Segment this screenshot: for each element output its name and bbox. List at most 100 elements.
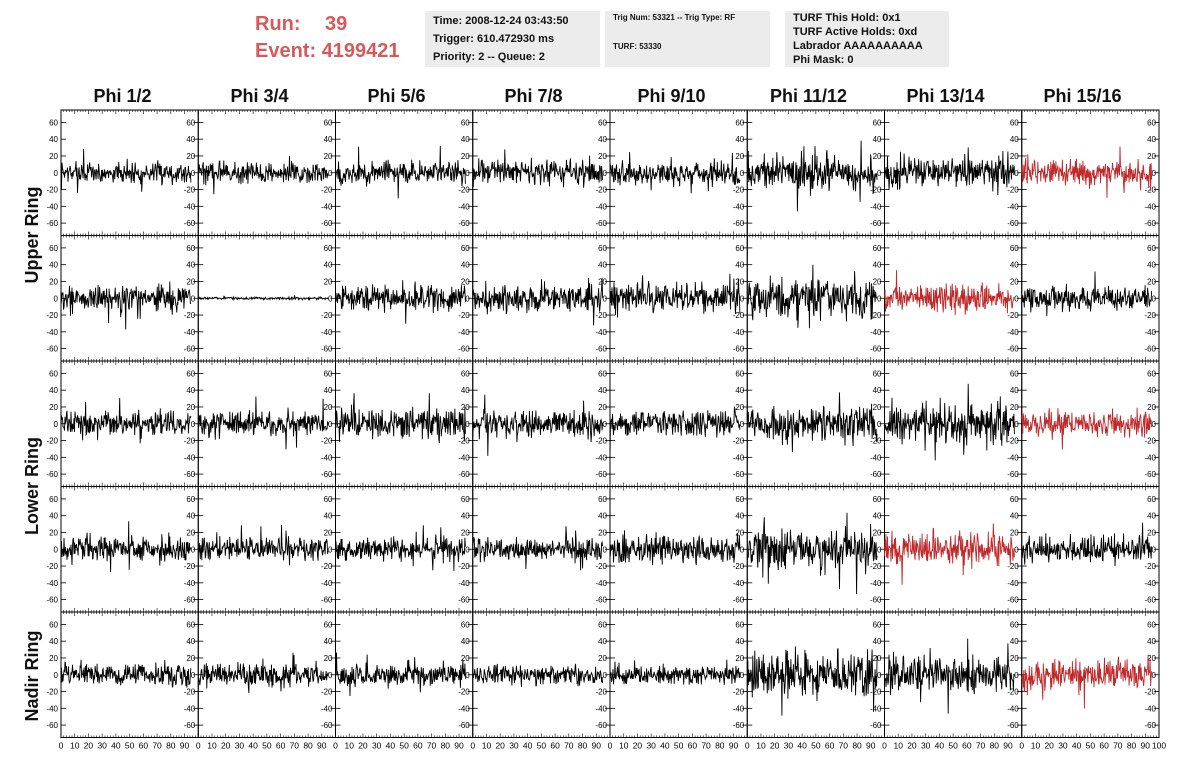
y-tick-label: 60 (461, 369, 470, 378)
y-tick-label: 0 (465, 420, 470, 429)
y-tick-label: 60 (186, 369, 195, 378)
y-tick-label: 60 (735, 118, 744, 127)
y-tick-label: -60 (1144, 219, 1156, 228)
waveform-trace (473, 278, 603, 326)
y-tick-label: -20 (458, 688, 470, 697)
y-tick-label: -20 (595, 562, 607, 571)
y-tick-label: -20 (458, 186, 470, 195)
y-tick-label: 40 (735, 637, 744, 646)
y-tick-label: -40 (733, 453, 745, 462)
y-tick-label: -40 (1007, 704, 1019, 713)
y-tick-label: 40 (598, 386, 607, 395)
y-tick-label: -40 (870, 704, 882, 713)
y-tick-label: -40 (733, 579, 745, 588)
y-tick-label: -60 (595, 345, 607, 354)
y-tick-label: 0 (1014, 671, 1019, 680)
y-tick-label: 0 (877, 671, 882, 680)
y-tick-label: -40 (733, 704, 745, 713)
waveform-trace (198, 295, 328, 300)
y-tick-label: -60 (1007, 596, 1019, 605)
y-tick-label: -20 (458, 311, 470, 320)
y-tick-label: 20 (324, 277, 333, 286)
y-tick-label: -40 (870, 579, 882, 588)
y-tick-label: -60 (1007, 345, 1019, 354)
y-tick-label: 0 (328, 545, 333, 554)
y-tick-label: -40 (321, 202, 333, 211)
y-tick-label: 40 (324, 261, 333, 270)
waveform-trace (473, 149, 603, 187)
y-tick-label: -60 (184, 721, 196, 730)
y-tick-label: 40 (324, 637, 333, 646)
y-tick-label: 60 (1147, 118, 1156, 127)
y-tick-label: -40 (1144, 202, 1156, 211)
y-tick-label: -40 (595, 328, 607, 337)
waveform-trace (747, 265, 877, 329)
y-tick-label: -60 (458, 470, 470, 479)
y-tick-label: 0 (603, 420, 608, 429)
y-tick-label: -40 (321, 328, 333, 337)
y-tick-label: -60 (595, 596, 607, 605)
y-tick-label: 60 (1010, 495, 1019, 504)
y-tick-label: 40 (461, 386, 470, 395)
y-tick-label: 20 (1010, 403, 1019, 412)
y-tick-label: 20 (186, 277, 195, 286)
y-tick-label: 60 (324, 118, 333, 127)
y-tick-label: -20 (595, 437, 607, 446)
y-tick-label: 0 (54, 420, 59, 429)
y-tick-label: -60 (321, 721, 333, 730)
y-tick-label: 40 (735, 512, 744, 521)
y-tick-label: 60 (598, 244, 607, 253)
y-tick-label: 0 (1152, 545, 1157, 554)
y-tick-label: -40 (1144, 328, 1156, 337)
y-tick-label: 40 (1010, 135, 1019, 144)
y-tick-label: 60 (1010, 244, 1019, 253)
waveform-trace (1022, 147, 1152, 198)
y-tick-label: -60 (46, 721, 58, 730)
y-tick-label: -40 (1007, 579, 1019, 588)
y-tick-label: 60 (1147, 495, 1156, 504)
y-tick-label: 60 (461, 620, 470, 629)
y-tick-label: 60 (186, 495, 195, 504)
y-tick-label: -40 (1144, 704, 1156, 713)
y-tick-label: -60 (1007, 721, 1019, 730)
y-tick-label: -60 (184, 219, 196, 228)
y-tick-label: -60 (595, 721, 607, 730)
y-tick-label: 20 (461, 654, 470, 663)
panel-frame (1022, 236, 1159, 362)
y-tick-label: 40 (1147, 637, 1156, 646)
y-tick-label: 20 (49, 528, 58, 537)
y-tick-label: 40 (735, 386, 744, 395)
y-tick-label: -40 (1144, 579, 1156, 588)
y-tick-label: -60 (321, 345, 333, 354)
y-tick-label: 60 (598, 118, 607, 127)
y-tick-label: 40 (873, 135, 882, 144)
waveform-trace (610, 152, 740, 193)
y-tick-label: 0 (1152, 671, 1157, 680)
y-tick-label: -40 (184, 453, 196, 462)
y-tick-label: 20 (598, 528, 607, 537)
y-tick-label: -60 (184, 470, 196, 479)
y-tick-label: 40 (49, 386, 58, 395)
y-tick-label: 0 (1014, 294, 1019, 303)
y-tick-label: 40 (186, 637, 195, 646)
y-tick-label: -40 (321, 579, 333, 588)
y-tick-label: -40 (458, 453, 470, 462)
waveform-trace (885, 270, 1015, 315)
y-tick-label: 40 (1010, 261, 1019, 270)
y-tick-label: 60 (186, 118, 195, 127)
y-tick-label: 0 (54, 169, 59, 178)
y-tick-label: 60 (324, 620, 333, 629)
y-tick-label: -40 (733, 202, 745, 211)
y-tick-label: 20 (461, 152, 470, 161)
y-tick-label: -20 (1007, 186, 1019, 195)
y-tick-label: 20 (873, 528, 882, 537)
y-tick-label: 20 (324, 152, 333, 161)
y-tick-label: -20 (321, 562, 333, 571)
y-tick-label: -20 (184, 186, 196, 195)
y-tick-label: 60 (598, 495, 607, 504)
y-tick-label: -40 (46, 202, 58, 211)
y-tick-label: 20 (1010, 528, 1019, 537)
y-tick-label: 60 (1010, 620, 1019, 629)
y-tick-label: -60 (46, 596, 58, 605)
y-tick-label: 20 (598, 403, 607, 412)
